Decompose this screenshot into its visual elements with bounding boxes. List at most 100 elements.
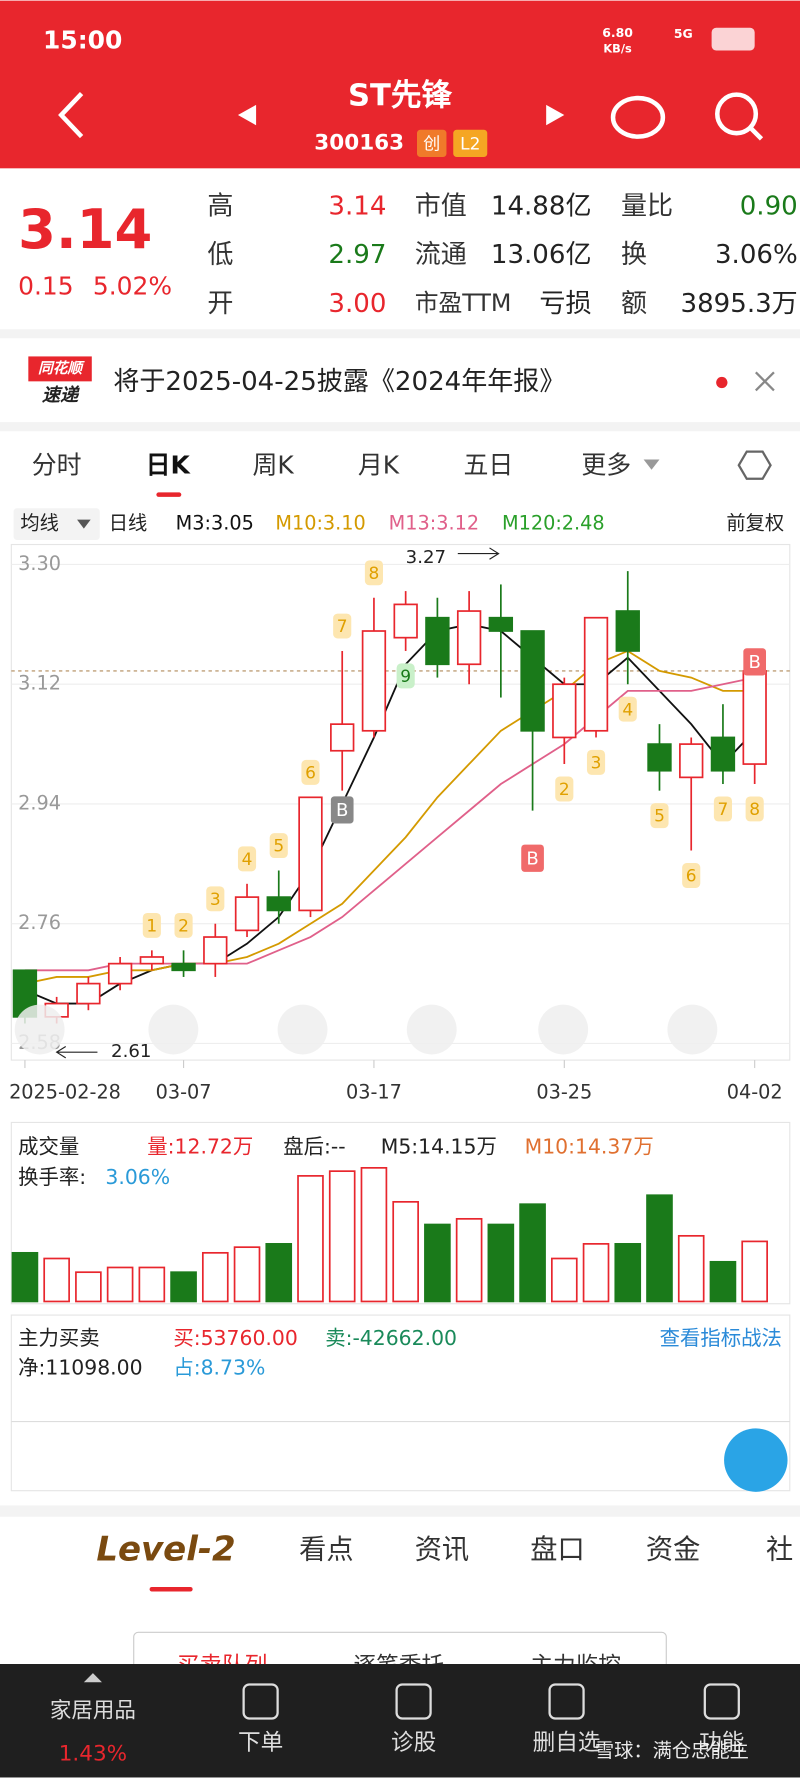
stat-value: 3.00 <box>328 289 386 319</box>
chart-tab[interactable]: 分时 <box>32 450 82 479</box>
logo-text: 速递 <box>42 385 80 406</box>
nine-turn-count: 8 <box>749 800 760 820</box>
candle-body <box>361 630 387 732</box>
level2-tab[interactable]: Level-2 <box>96 1529 235 1569</box>
nine-turn-badge <box>396 663 415 689</box>
candle-body <box>139 956 165 965</box>
candle-body <box>520 630 545 732</box>
zoom-button[interactable] <box>538 1004 589 1055</box>
x-tick-label: 03-07 <box>156 1080 212 1103</box>
net-speed-unit: KB/s <box>603 41 632 55</box>
chart-tab[interactable]: 五日 <box>463 450 513 479</box>
nav-icon[interactable] <box>548 1683 585 1720</box>
nine-turn-count: 8 <box>369 564 380 584</box>
nav-sector-pct: 1.43% <box>59 1742 127 1767</box>
section-tab[interactable]: 资金 <box>646 1534 700 1565</box>
stat-value: 3.06% <box>715 240 798 270</box>
volume-bar <box>328 1170 356 1303</box>
legend-entry: M120:2.48 <box>502 512 605 535</box>
community-icon[interactable] <box>610 95 666 139</box>
nine-turn-badge <box>333 613 352 639</box>
nine-turn-badge <box>206 886 225 912</box>
zoom-button[interactable] <box>148 1004 199 1055</box>
force-label: 买:53760.00 <box>173 1326 297 1350</box>
legend-entry: M10:3.10 <box>275 512 365 535</box>
nav-item[interactable]: 下单 <box>238 1730 283 1756</box>
net-speed: 6.80 <box>602 25 633 40</box>
volume-bar <box>201 1251 229 1303</box>
nav-item[interactable]: 删自选 <box>533 1730 601 1756</box>
nav-icon[interactable] <box>703 1683 740 1720</box>
nine-turn-count: 2 <box>559 780 570 800</box>
volume-bar <box>297 1175 324 1303</box>
hint-button[interactable] <box>724 1428 788 1492</box>
volume-bar <box>233 1246 261 1303</box>
panel-title: 主力买卖 <box>18 1326 100 1350</box>
ma-select[interactable] <box>13 508 100 540</box>
volume-bar <box>646 1194 673 1303</box>
nine-turn-badge <box>269 833 288 859</box>
zoom-button[interactable] <box>667 1004 718 1055</box>
candle-body <box>679 743 704 779</box>
volume-bar <box>677 1234 705 1303</box>
notice-text[interactable]: 将于2025-04-25披露《2024年年报》 <box>113 367 565 397</box>
nav-item[interactable]: 功能 <box>699 1730 744 1756</box>
volume-bar <box>582 1243 610 1303</box>
candle-body <box>298 796 323 912</box>
nine-turn-count: 6 <box>686 867 697 887</box>
force-link[interactable]: 查看指标战法 <box>660 1326 782 1350</box>
nine-turn-badge <box>713 796 733 822</box>
nav-icon[interactable] <box>242 1683 279 1720</box>
volume-bar <box>519 1203 546 1303</box>
section-tab[interactable]: 资讯 <box>415 1534 469 1565</box>
volume-bar <box>741 1240 768 1303</box>
chart-tab[interactable]: 周K <box>252 450 294 479</box>
close-notice[interactable] <box>755 371 775 392</box>
status-time: 15:00 <box>43 25 122 54</box>
divider <box>0 422 800 432</box>
tab-underline <box>149 1587 193 1592</box>
nine-turn-count: 9 <box>400 667 411 687</box>
candle-body <box>234 896 260 932</box>
stat-value: 0.90 <box>740 191 798 221</box>
signal-text: B <box>748 652 760 673</box>
ma-line <box>24 649 755 985</box>
nine-turn-badge <box>142 912 161 938</box>
chart-tab[interactable]: 更多 <box>581 450 631 479</box>
stat-label: 流通 <box>415 240 467 270</box>
candle-body <box>647 743 672 772</box>
section-tab[interactable]: 社 <box>766 1534 793 1565</box>
badge <box>453 129 488 157</box>
volume-bar <box>11 1251 39 1303</box>
nine-turn-count: 5 <box>273 837 284 857</box>
nine-turn-count: 1 <box>146 917 157 937</box>
nine-turn-count: 3 <box>210 890 221 910</box>
zoom-button[interactable] <box>14 1004 65 1055</box>
nav-item[interactable]: 诊股 <box>391 1730 436 1756</box>
candle-body <box>393 603 418 639</box>
section-tab[interactable]: 盘口 <box>530 1534 584 1565</box>
panel-title: 成交量 <box>18 1134 79 1158</box>
nav-icon[interactable] <box>395 1683 432 1720</box>
back-button[interactable] <box>58 91 84 139</box>
section-tab[interactable]: 看点 <box>299 1534 353 1565</box>
adjust-mode: 前复权 <box>726 512 784 535</box>
search-icon[interactable] <box>715 92 759 136</box>
chart-tab[interactable]: 月K <box>358 450 400 479</box>
x-tick-label: 04-02 <box>727 1080 783 1103</box>
chart-tab[interactable]: 日K <box>146 450 192 479</box>
nine-turn-badge <box>364 560 384 586</box>
signal-text: B <box>336 800 348 821</box>
y-tick-label: 3.12 <box>18 672 61 695</box>
nine-turn-count: 2 <box>178 917 189 937</box>
settings-icon[interactable] <box>737 450 772 480</box>
zoom-button[interactable] <box>406 1004 457 1055</box>
volume-label: M5:14.15万 <box>381 1134 497 1158</box>
volume-label: 量:12.72万 <box>147 1134 253 1158</box>
dropdown <box>77 519 91 529</box>
zoom-button[interactable] <box>277 1004 328 1055</box>
network: 5G <box>674 26 693 41</box>
ma-line <box>24 676 755 972</box>
signal-badge <box>330 796 354 824</box>
